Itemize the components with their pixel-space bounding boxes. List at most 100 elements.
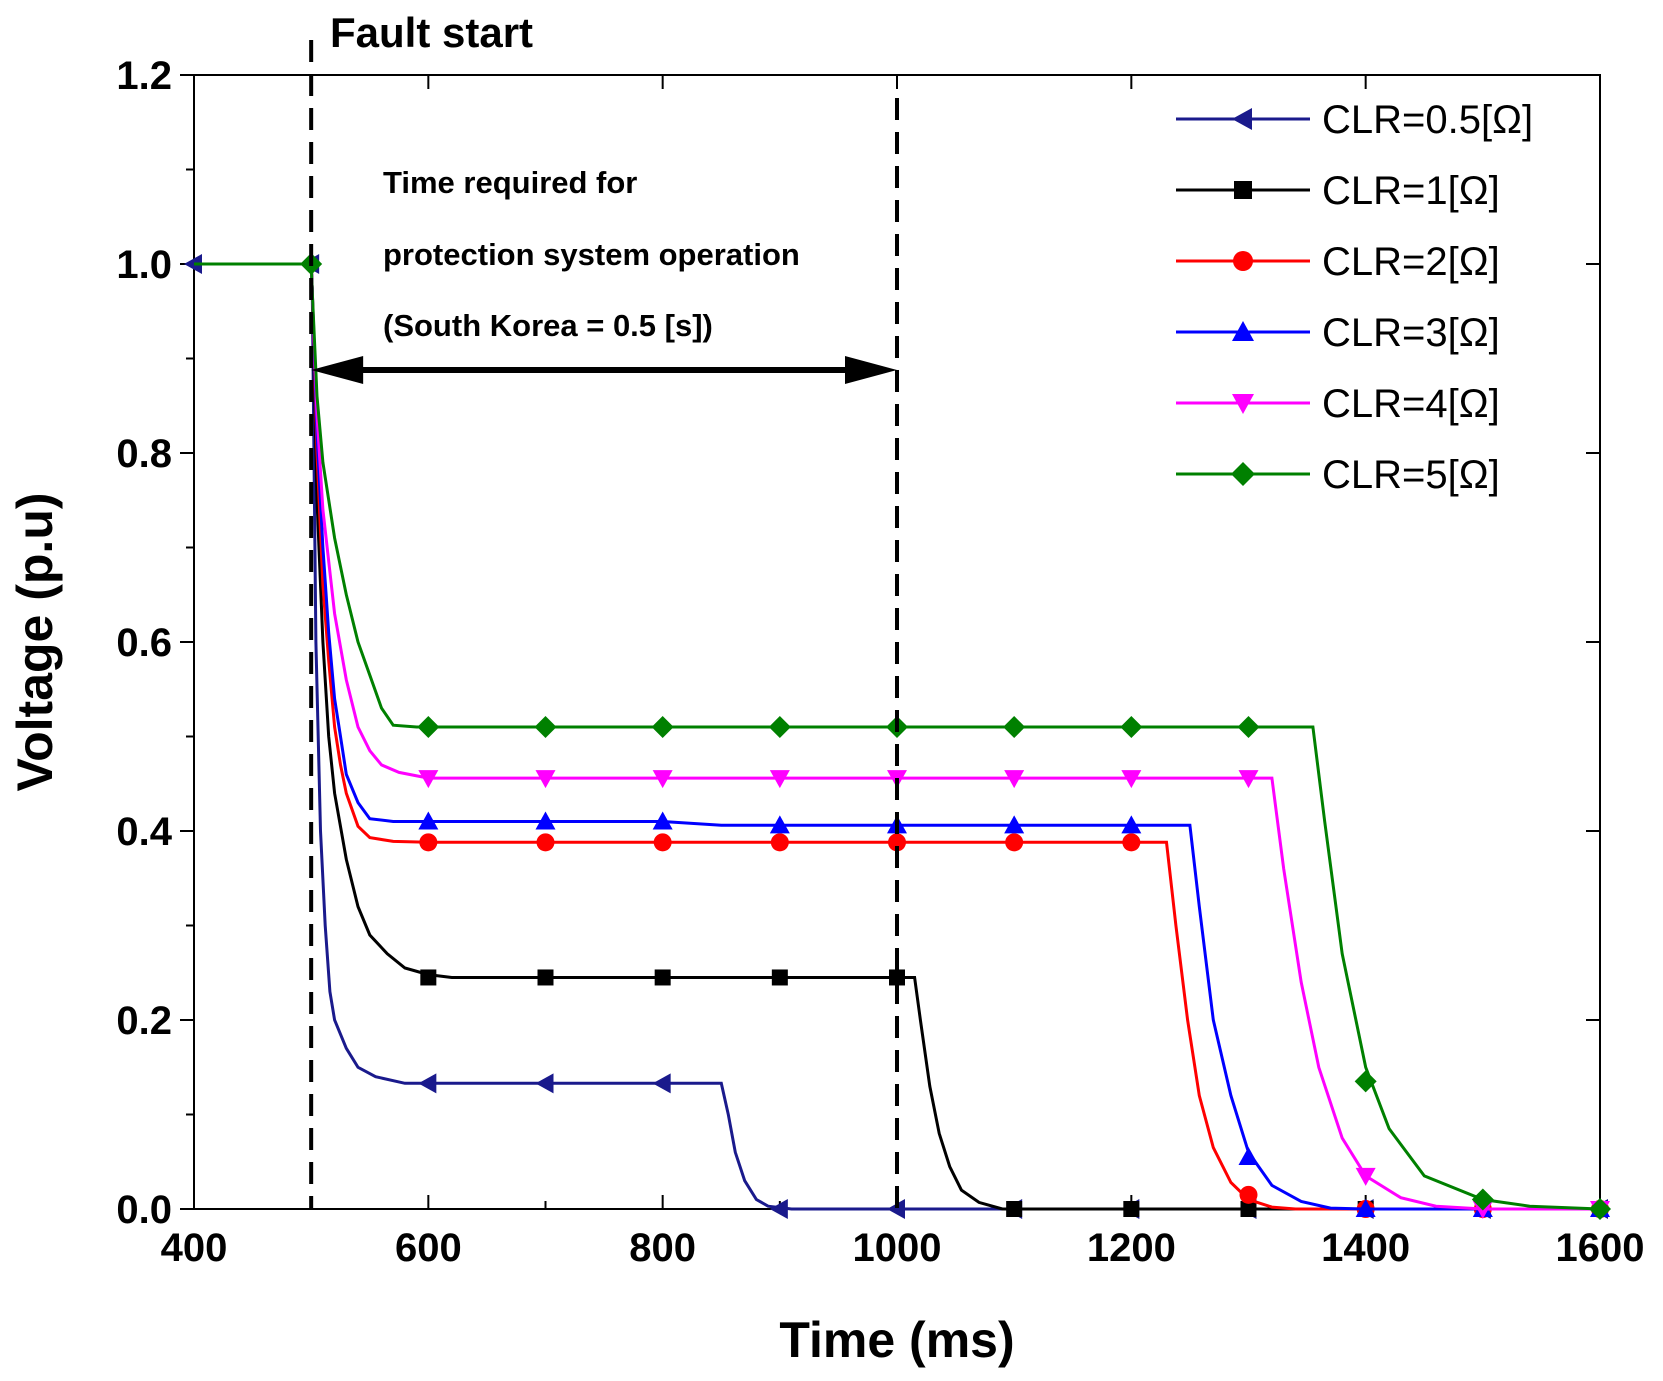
data-point [769, 815, 790, 834]
data-point [1005, 833, 1024, 852]
series-4 [194, 262, 1610, 1217]
legend-item-2: CLR=1[Ω] [1176, 169, 1500, 213]
series-line [194, 262, 1600, 1211]
data-point [1122, 833, 1141, 852]
data-point [1240, 1201, 1257, 1217]
legend-item-3: CLR=2[Ω] [1176, 240, 1500, 284]
data-point [1355, 1199, 1376, 1217]
y-axis-title: Voltage (p.u) [7, 492, 63, 791]
y-tick-label: 0.0 [116, 1188, 172, 1232]
data-point [1120, 716, 1143, 739]
data-point [537, 969, 554, 986]
legend-item-6: CLR=5[Ω] [1176, 453, 1500, 497]
legend-item-1: CLR=0.5[Ω] [1176, 98, 1533, 142]
data-point [536, 833, 555, 852]
data-point [652, 811, 673, 830]
series-line [194, 262, 1601, 1211]
y-tick-label: 0.6 [116, 621, 172, 665]
data-point [768, 716, 791, 739]
data-point [1239, 1185, 1258, 1204]
x-tick-label: 1200 [1087, 1226, 1176, 1270]
data-point [1237, 716, 1260, 739]
series-line [194, 262, 1600, 1211]
data-point [417, 716, 440, 739]
data-point [652, 770, 673, 789]
legend-marker [1231, 462, 1255, 486]
x-tick-label: 1600 [1556, 1226, 1645, 1270]
data-point [1471, 1188, 1494, 1211]
legend-label: CLR=3[Ω] [1322, 311, 1500, 355]
series-line [194, 262, 1600, 1211]
y-tick-label: 0.4 [116, 810, 172, 854]
y-tick-label: 0.2 [116, 999, 172, 1043]
legend-label: CLR=2[Ω] [1322, 240, 1500, 284]
annotation-layer: Fault start Time required for protection… [309, 9, 899, 1209]
data-point [889, 969, 905, 986]
data-point [771, 969, 788, 986]
data-point [770, 833, 789, 852]
legend-marker [1232, 394, 1254, 414]
data-point [654, 969, 671, 986]
data-point [418, 1073, 437, 1094]
x-tick-label: 1000 [853, 1226, 942, 1270]
series-line [194, 262, 1600, 1211]
legend-marker [1232, 321, 1254, 341]
series-5 [194, 262, 1610, 1219]
x-axis-title: Time (ms) [779, 1312, 1014, 1368]
data-point [1121, 770, 1142, 789]
data-point [420, 969, 437, 986]
y-tick-label: 1.0 [116, 243, 172, 287]
data-point [419, 833, 438, 852]
fault-start-label: Fault start [330, 9, 533, 56]
legend-label: CLR=4[Ω] [1322, 382, 1500, 426]
protection-label-line1: Time required for [383, 165, 637, 200]
legend-label: CLR=5[Ω] [1322, 453, 1500, 497]
data-point [887, 1199, 905, 1219]
data-point [1355, 1167, 1376, 1186]
data-point [769, 770, 790, 789]
legend-marker [1233, 251, 1253, 271]
data-point [1354, 1070, 1377, 1093]
data-point [418, 811, 439, 830]
series-line [194, 262, 1600, 1211]
data-point [888, 833, 906, 852]
data-point [1004, 815, 1025, 834]
legend-marker [1232, 108, 1252, 130]
data-point [1121, 815, 1142, 834]
data-point [652, 1073, 671, 1094]
data-point [1589, 1198, 1611, 1220]
data-point [1003, 716, 1026, 739]
axis-ticks: 400 600 800 1000 1200 1400 1600 0.0 0.2 0.4 0.6 0.8… [116, 54, 1644, 1270]
data-point [1123, 1201, 1140, 1217]
data-point [535, 770, 556, 789]
data-point [651, 716, 674, 739]
x-tick-label: 400 [161, 1226, 228, 1270]
data-point [1006, 1201, 1023, 1217]
legend-label: CLR=0.5[Ω] [1322, 98, 1533, 142]
protection-label-line2: protection system operation [383, 237, 800, 272]
legend: CLR=0.5[Ω] CLR=1[Ω] CLR=2[Ω] CLR=3[Ω] CLR=4[… [1176, 98, 1533, 497]
data-point [1238, 770, 1259, 789]
x-tick-label: 1400 [1321, 1226, 1410, 1270]
data-point [534, 716, 557, 739]
legend-item-5: CLR=4[Ω] [1176, 382, 1500, 426]
data-point [535, 1073, 554, 1094]
y-tick-label: 0.8 [116, 432, 172, 476]
legend-marker [1234, 181, 1252, 199]
data-point [418, 770, 439, 789]
arrow-head-left [311, 356, 364, 384]
data-point [653, 833, 672, 852]
legend-label: CLR=1[Ω] [1322, 169, 1500, 213]
y-tick-label: 1.2 [116, 54, 172, 98]
data-point [1238, 1147, 1259, 1166]
protection-label-line3: (South Korea = 0.5 [s]) [383, 308, 713, 343]
data-point [184, 254, 202, 274]
arrow-head-right [845, 356, 897, 384]
data-point [1004, 770, 1025, 789]
legend-item-4: CLR=3[Ω] [1176, 311, 1500, 355]
data-point [535, 811, 556, 830]
data-point [769, 1199, 788, 1219]
x-tick-label: 800 [629, 1226, 696, 1270]
x-tick-label: 600 [395, 1226, 462, 1270]
